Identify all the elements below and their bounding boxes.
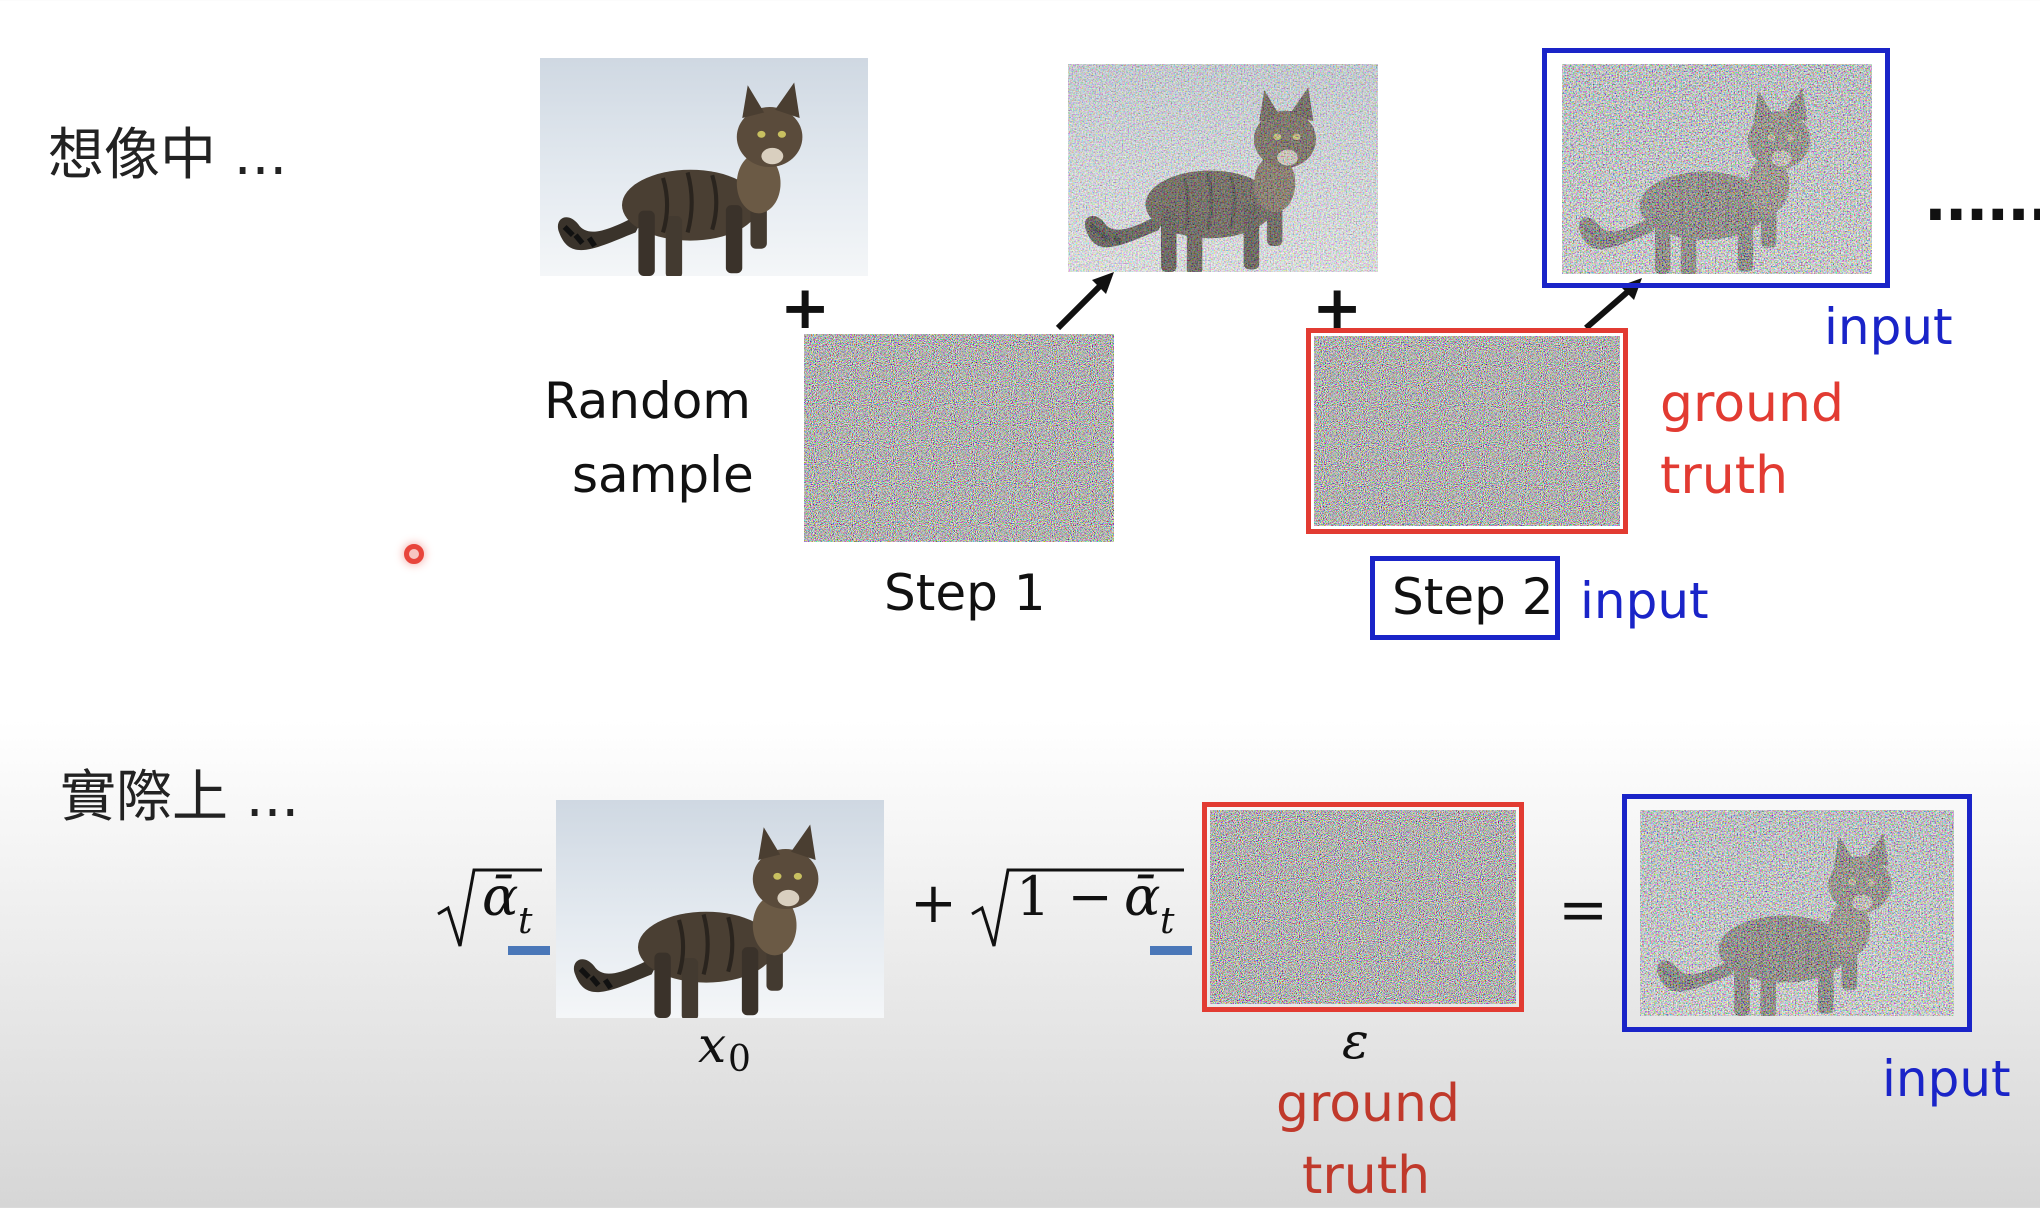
ground-truth-label-bottom-line2: truth [1302, 1146, 1431, 1206]
sqrt-symbol [437, 868, 542, 947]
alpha-underline [508, 946, 550, 955]
alpha-bar-symbol-2: ᾱ [1124, 865, 1161, 928]
random-sample-label-line1: Random [544, 372, 752, 430]
ground-truth-label-line1: ground [1660, 374, 1844, 434]
step2-label: Step 2 [1392, 568, 1554, 626]
x0-subscript: 0 [728, 1039, 751, 1080]
alpha-bar-symbol: ᾱ [482, 865, 519, 928]
noisy-cat-input-frame [1542, 48, 1890, 288]
plus-sign: + [780, 273, 831, 343]
noisy-cat-image-result [1640, 810, 1954, 1016]
alpha-underline-2 [1150, 946, 1192, 955]
arrow-icon [1055, 272, 1114, 331]
bottom-heading: 實際上 ... [60, 765, 300, 830]
step2-box [1370, 556, 1560, 640]
x0-symbol: x [698, 1016, 727, 1074]
step2-input-label: input [1580, 572, 1709, 630]
noise-image-step2 [1314, 336, 1620, 526]
laser-pointer-dot [404, 544, 424, 564]
noisy-cat-image [1562, 64, 1872, 274]
noise-image [804, 334, 1114, 542]
cat-image-x0 [556, 800, 884, 1018]
step1-label: Step 1 [884, 564, 1046, 622]
input-label-bottom: input [1882, 1050, 2011, 1108]
slightly-noisy-cat-image [1068, 64, 1378, 272]
ground-truth-noise-frame [1306, 328, 1628, 534]
ellipsis-dots: ...... [1924, 165, 2040, 235]
one-minus-text: 1 − [1016, 865, 1113, 928]
top-heading: 想像中 ... [48, 123, 288, 188]
alpha-subscript: t [518, 901, 533, 942]
result-input-frame [1622, 794, 1972, 1032]
noise-image-epsilon [1210, 810, 1516, 1004]
input-label-top: input [1824, 298, 1953, 356]
alpha-subscript-2: t [1160, 901, 1175, 942]
equals-operator: = [1558, 875, 1609, 945]
epsilon-noise-frame [1202, 802, 1524, 1012]
ground-truth-label-line2: truth [1660, 446, 1789, 506]
cat-image [540, 58, 868, 276]
epsilon-symbol: ε [1342, 1012, 1369, 1070]
random-sample-label-line2: sample [572, 446, 754, 504]
sqrt-symbol-2 [971, 868, 1184, 947]
plus-operator: + [910, 871, 957, 936]
ground-truth-label-bottom-line1: ground [1276, 1074, 1460, 1134]
